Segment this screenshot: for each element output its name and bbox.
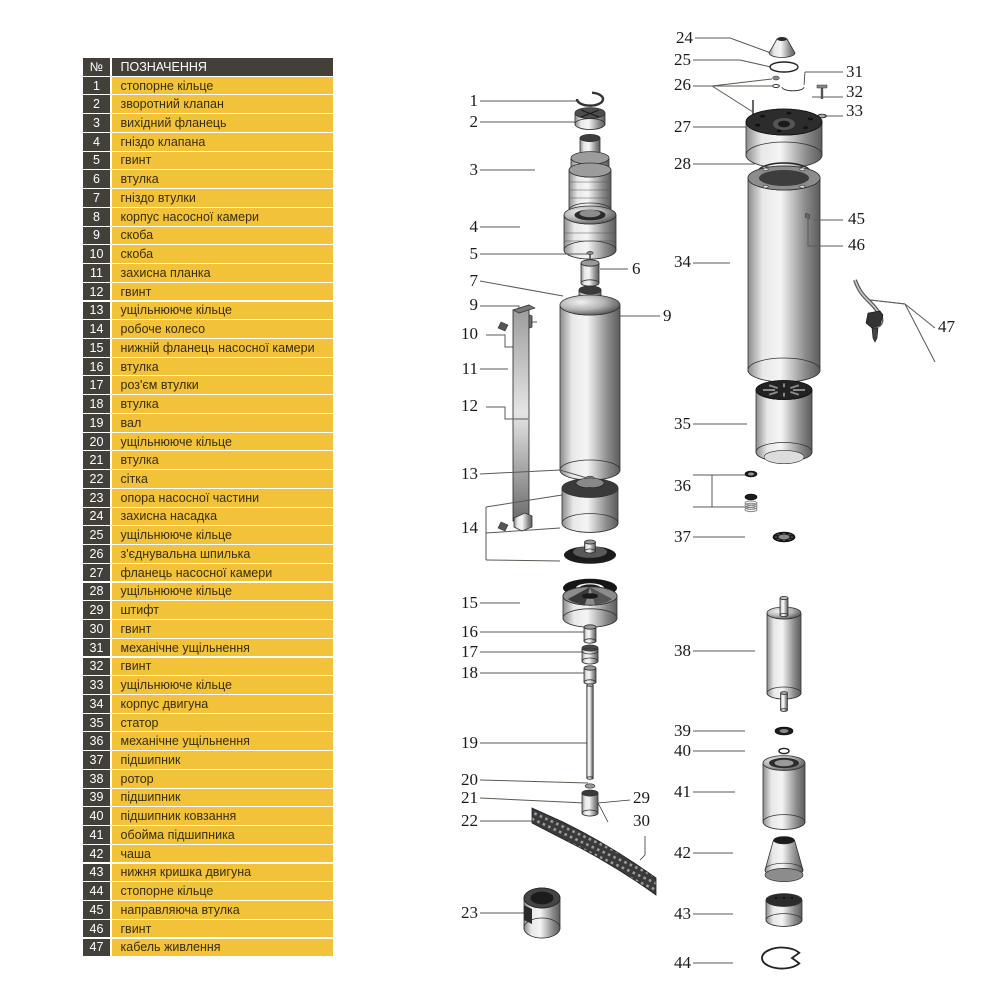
svg-text:43: 43 [674,904,691,923]
svg-text:7: 7 [470,271,479,290]
svg-text:25: 25 [674,50,691,69]
svg-text:46: 46 [848,235,865,254]
svg-text:33: 33 [846,101,863,120]
svg-text:3: 3 [470,160,479,179]
svg-text:35: 35 [674,414,691,433]
svg-text:13: 13 [461,464,478,483]
svg-text:9: 9 [470,295,479,314]
svg-text:22: 22 [461,811,478,830]
svg-text:45: 45 [848,209,865,228]
svg-text:2: 2 [470,112,479,131]
svg-text:32: 32 [846,82,863,101]
svg-text:31: 31 [846,62,863,81]
svg-text:10: 10 [461,324,478,343]
svg-text:34: 34 [674,252,692,271]
svg-text:26: 26 [674,75,691,94]
svg-text:12: 12 [461,396,478,415]
svg-text:4: 4 [470,217,479,236]
svg-text:30: 30 [633,811,650,830]
svg-text:15: 15 [461,593,478,612]
svg-text:5: 5 [470,244,479,263]
svg-text:41: 41 [674,782,691,801]
svg-text:18: 18 [461,663,478,682]
svg-text:29: 29 [633,788,650,807]
svg-text:16: 16 [461,622,478,641]
svg-text:39: 39 [674,721,691,740]
svg-text:37: 37 [674,527,692,546]
svg-text:24: 24 [676,28,694,47]
svg-text:19: 19 [461,733,478,752]
svg-text:9: 9 [663,306,672,325]
svg-text:23: 23 [461,903,478,922]
svg-text:17: 17 [461,642,479,661]
svg-text:27: 27 [674,117,692,136]
svg-text:36: 36 [674,476,691,495]
svg-text:28: 28 [674,154,691,173]
svg-text:47: 47 [938,317,956,336]
svg-text:6: 6 [632,259,641,278]
svg-text:11: 11 [462,359,478,378]
svg-text:44: 44 [674,953,692,972]
svg-text:1: 1 [470,91,479,110]
svg-text:20: 20 [461,770,478,789]
svg-text:21: 21 [461,788,478,807]
svg-text:40: 40 [674,741,691,760]
svg-text:38: 38 [674,641,691,660]
svg-text:14: 14 [461,518,479,537]
svg-text:42: 42 [674,843,691,862]
